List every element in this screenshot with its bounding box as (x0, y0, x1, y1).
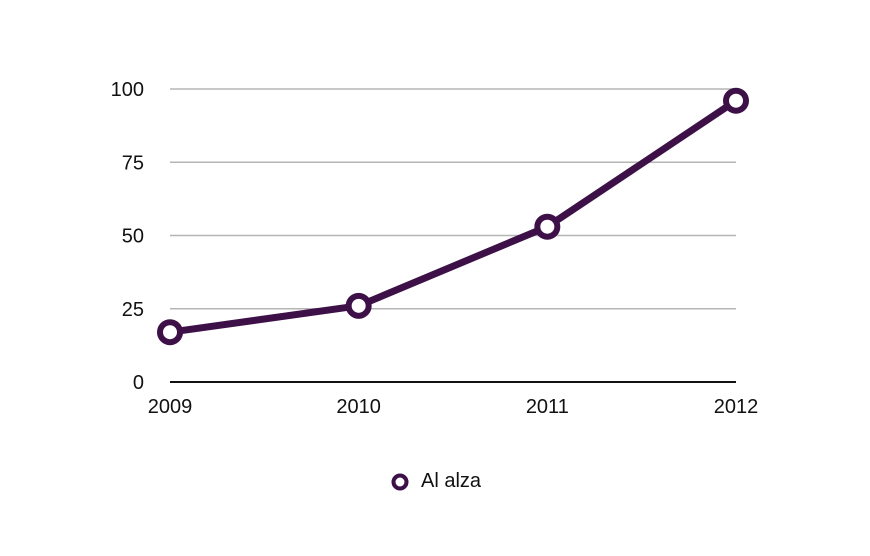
legend: Al alza (0, 470, 870, 493)
legend-label: Al alza (420, 470, 482, 492)
y-tick-label: 50 (122, 226, 144, 248)
data-point (345, 292, 372, 319)
y-tick-label: 100 (111, 79, 144, 101)
x-tick-label: 2012 (714, 396, 759, 418)
series-line (166, 97, 740, 336)
series-layer (157, 87, 749, 346)
data-point (534, 213, 561, 240)
data-point (723, 87, 749, 114)
y-tick-label: 75 (122, 152, 144, 174)
gridlines (170, 88, 736, 310)
data-point (157, 319, 183, 346)
y-tick-label: 0 (133, 372, 144, 394)
x-tick-label: 2009 (148, 396, 193, 418)
x-tick-label: 2010 (336, 396, 381, 418)
y-tick-label: 25 (122, 299, 144, 321)
x-tick-label: 2011 (526, 396, 569, 418)
tick-labels: 0 25 50 75 100 2009 2010 2011 2012 (111, 79, 759, 418)
legend-marker-icon (391, 473, 409, 490)
